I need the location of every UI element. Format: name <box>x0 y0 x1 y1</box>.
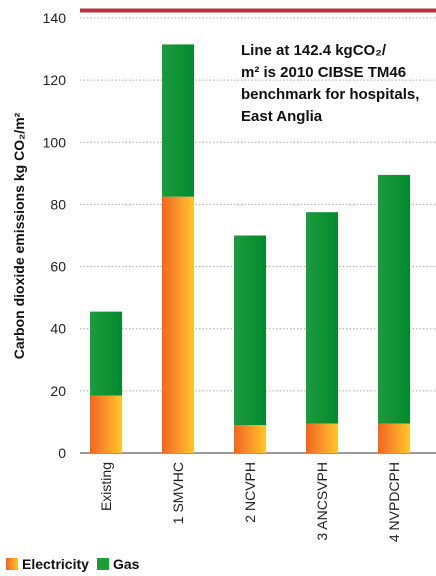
legend-label-electricity: Electricity <box>22 556 89 572</box>
y-tick-labels: 0 20 40 60 80 100 120 140 <box>43 10 67 461</box>
bars <box>90 44 410 454</box>
gas-swatch <box>96 558 109 570</box>
benchmark-annotation: Line at 142.4 kgCO₂/ m² is 2010 CIBSE TM… <box>241 42 424 125</box>
legend-item-gas: Gas <box>96 556 140 572</box>
legend-item-electricity: Electricity <box>6 556 89 572</box>
category-label: Existing <box>98 462 114 511</box>
category-labels: Existing 1 SMVHC 2 NCVPH 3 ANCSVPH 4 NVPDCPH <box>98 462 402 542</box>
y-tick-label: 40 <box>50 321 66 337</box>
bar-gas-2 <box>234 235 266 426</box>
bar-electricity-1 <box>162 196 194 454</box>
legend-label-gas: Gas <box>112 556 140 572</box>
bar-electricity-4 <box>378 423 410 453</box>
y-tick-label: 100 <box>43 134 67 150</box>
y-tick-label: 20 <box>50 383 66 399</box>
bar-gas-3 <box>306 212 338 424</box>
y-tick-label: 80 <box>50 196 66 212</box>
category-label: 3 ANCSVPH <box>314 462 330 541</box>
y-tick-label: 140 <box>43 10 67 26</box>
bar-electricity-0 <box>90 395 122 453</box>
bar-electricity-3 <box>306 423 338 453</box>
annotation-line-3: benchmark for hospitals, <box>241 86 419 103</box>
bar-electricity-2 <box>234 425 266 453</box>
category-label: 1 SMVHC <box>170 462 186 524</box>
y-tick-label: 0 <box>58 445 66 461</box>
category-label: 2 NCVPH <box>242 462 258 523</box>
y-tick-label: 120 <box>43 72 67 88</box>
legend: Electricity Gas <box>6 555 147 573</box>
bar-gas-4 <box>378 174 410 424</box>
annotation-line-4: East Anglia <box>241 108 323 125</box>
category-label: 4 NVPDCPH <box>386 462 402 542</box>
bar-gas-1 <box>162 44 194 197</box>
y-tick-label: 60 <box>50 259 66 275</box>
bar-gas-0 <box>90 311 122 396</box>
y-axis-label: Carbon dioxide emissions kg CO₂/m² <box>11 112 27 359</box>
annotation-line-2: m² is 2010 CIBSE TM46 <box>241 64 406 81</box>
electricity-swatch <box>6 558 18 570</box>
annotation-line-1: Line at 142.4 kgCO₂/ <box>241 42 387 59</box>
